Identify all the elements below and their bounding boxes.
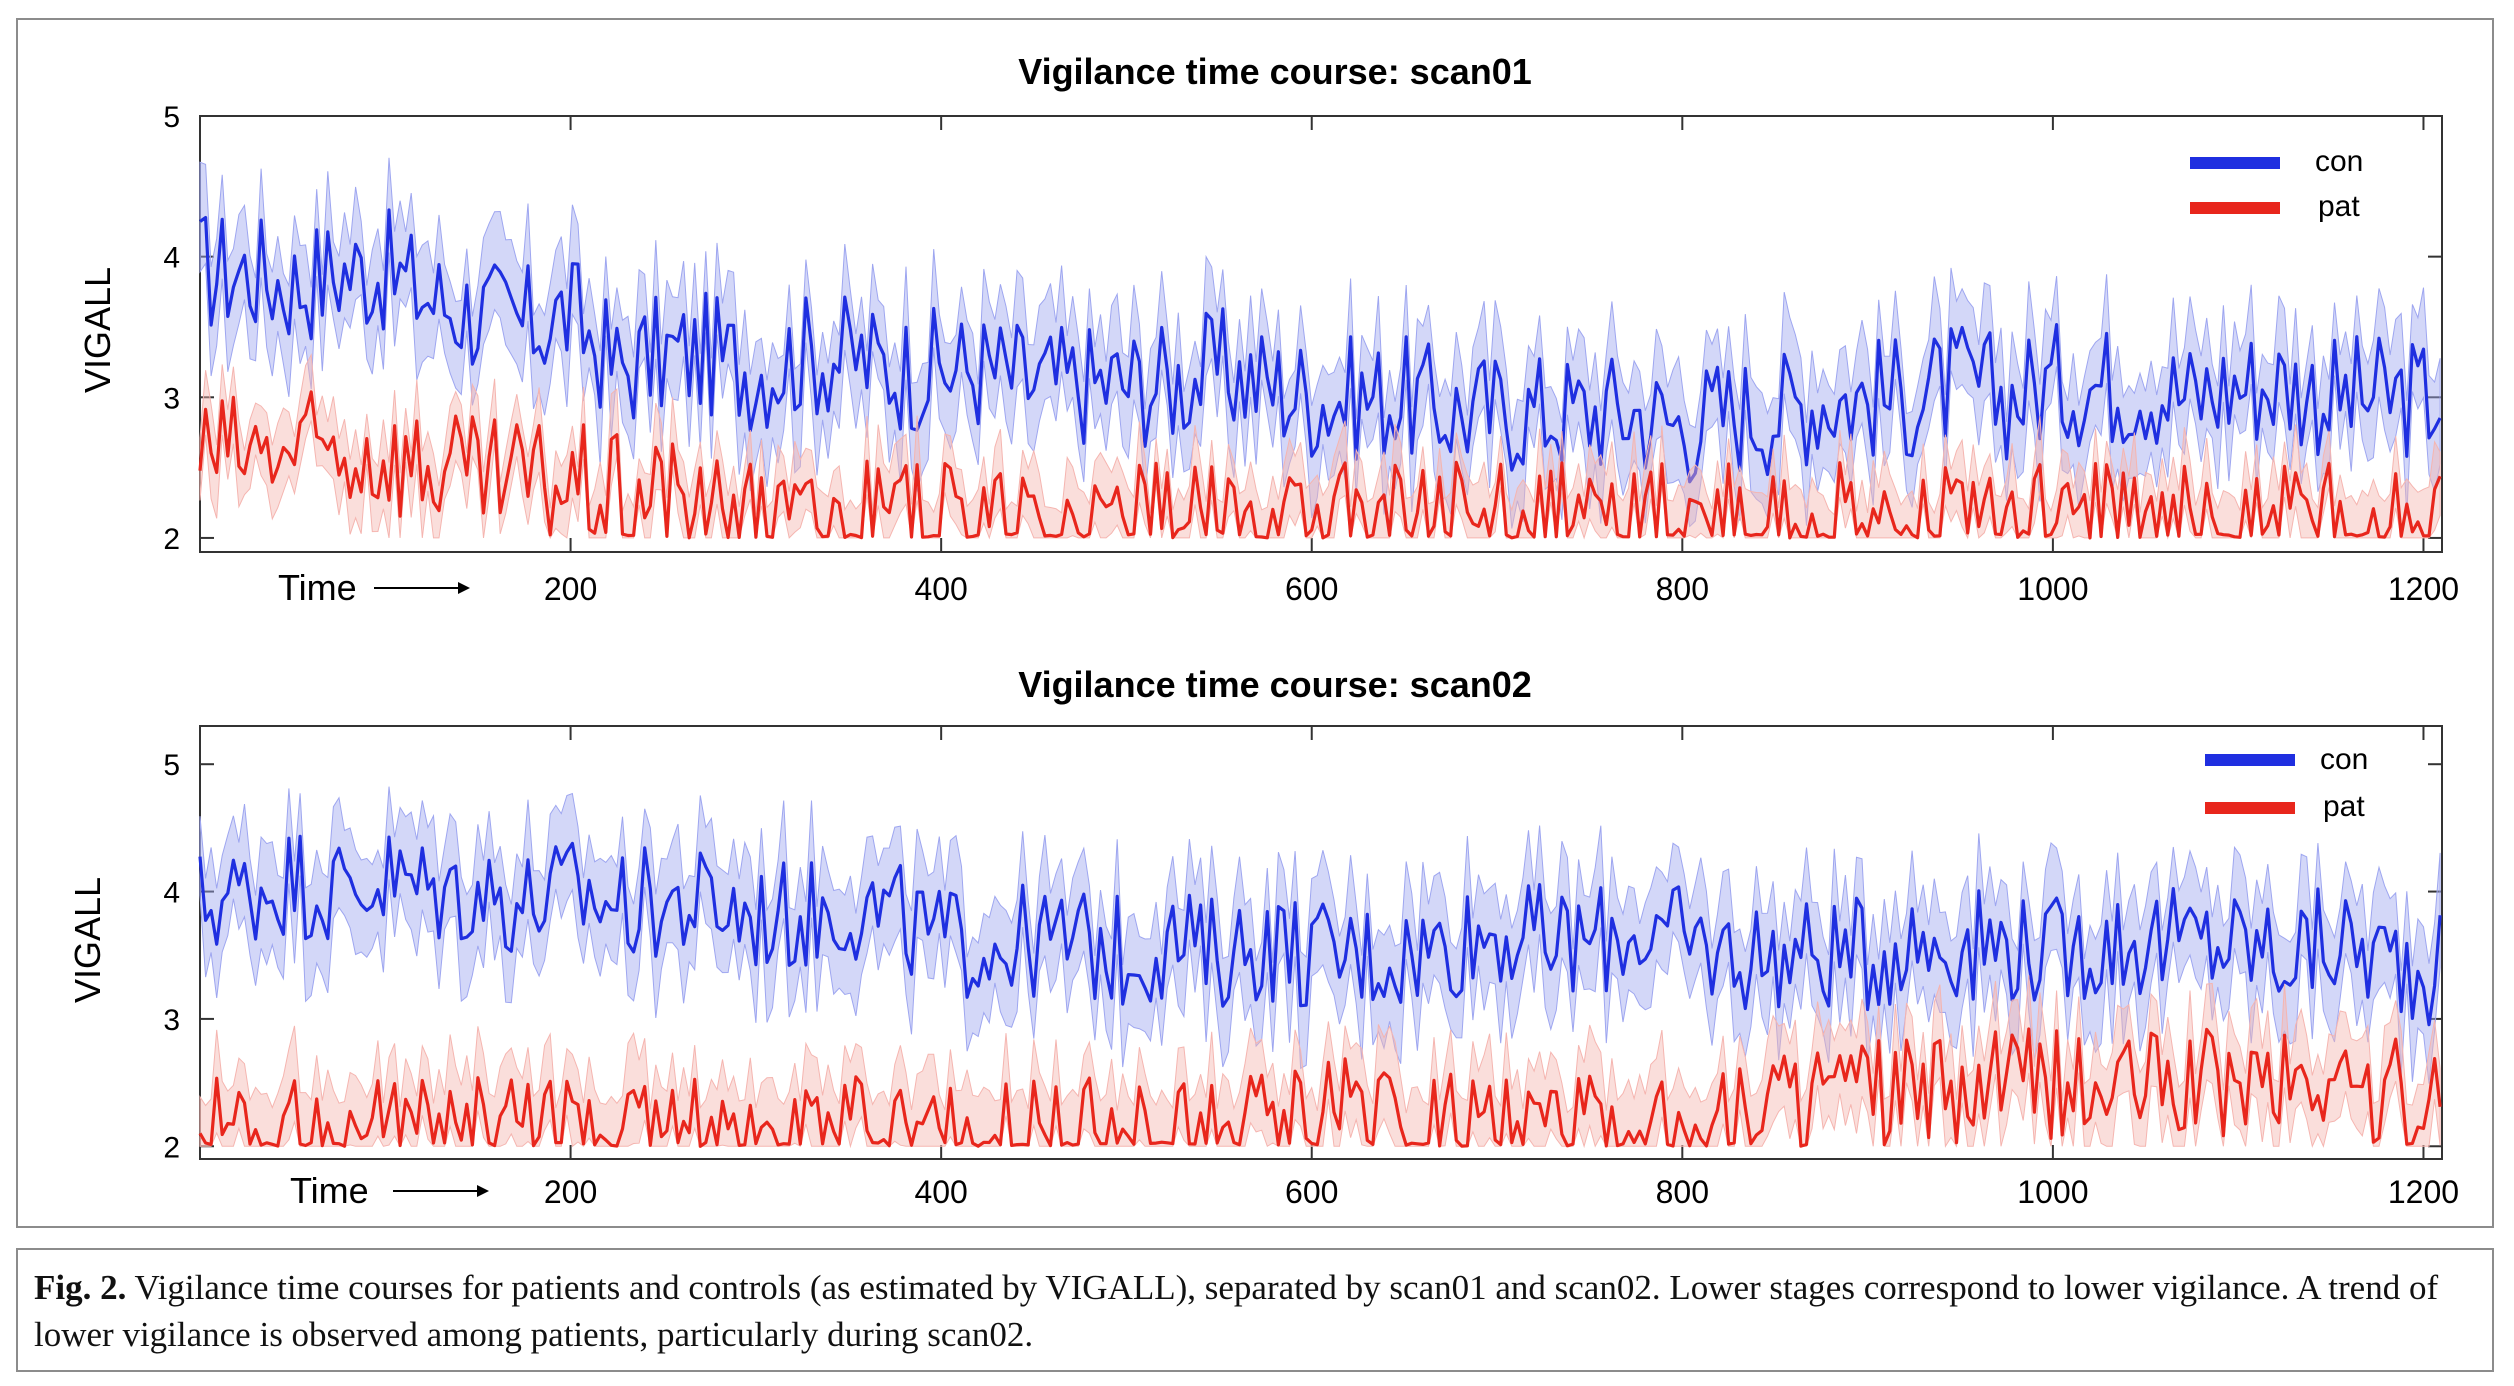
x-tick-label: 200: [544, 1174, 597, 1210]
y-tick-label: 4: [163, 877, 180, 910]
series-line-con: [199, 208, 2442, 484]
chart-panel-scan01: Vigilance time course: scan01 VIGALL Tim…: [77, 51, 2459, 608]
band-pat: [199, 975, 2441, 1149]
x-tick-label: 600: [1285, 571, 1338, 607]
legend: con pat: [2190, 145, 2363, 223]
series-line-con: [198, 834, 2442, 1027]
x-axis-label: Time: [278, 567, 357, 608]
plot-area: [199, 725, 2443, 1160]
legend: con pat: [2205, 743, 2368, 823]
caption-label: Fig. 2.: [34, 1268, 127, 1307]
legend-label-pat: pat: [2323, 790, 2365, 823]
vigilance-charts: Vigilance time course: scan01 VIGALL Tim…: [67, 51, 2459, 1211]
x-tick-label: 800: [1656, 571, 1709, 607]
x-axis-label: Time: [290, 1170, 369, 1211]
legend-swatch-con: [2205, 754, 2295, 766]
figure-caption: Fig. 2. Vigilance time courses for patie…: [16, 1248, 2494, 1372]
chart-title: Vigilance time course: scan02: [1018, 664, 1532, 705]
y-tick-label: 2: [163, 523, 180, 556]
x-tick-label: 400: [914, 1174, 967, 1210]
figure-frame: [16, 18, 2494, 1228]
x-tick-label: 1000: [2017, 1174, 2088, 1210]
legend-label-con: con: [2315, 145, 2363, 178]
band-con: [199, 786, 2441, 1084]
series-line-pat: [198, 390, 2442, 540]
legend-swatch-con: [2190, 157, 2280, 169]
x-tick-label: 200: [544, 571, 597, 607]
x-tick-label: 1000: [2017, 571, 2088, 607]
x-tick-label: 1200: [2388, 571, 2459, 607]
y-tick-label: 4: [163, 242, 180, 275]
time-arrow: [393, 1185, 489, 1197]
legend-swatch-pat: [2190, 202, 2280, 214]
legend-label-con: con: [2320, 743, 2368, 776]
y-axis-label: VIGALL: [67, 877, 108, 1003]
legend-label-pat: pat: [2318, 190, 2360, 223]
chart-panel-scan02: Vigilance time course: scan02 VIGALL Tim…: [67, 664, 2459, 1211]
x-tick-label: 600: [1285, 1174, 1338, 1210]
y-tick-label: 2: [163, 1131, 180, 1164]
x-tick-label: 800: [1656, 1174, 1709, 1210]
y-axis-label: VIGALL: [77, 267, 118, 393]
y-tick-label: 5: [163, 749, 180, 782]
y-tick-label: 5: [163, 101, 180, 134]
x-tick-label: 400: [914, 571, 967, 607]
y-tick-label: 3: [163, 382, 180, 415]
caption-text: Vigilance time courses for patients and …: [34, 1268, 2439, 1354]
plot-area: [199, 115, 2443, 553]
chart-title: Vigilance time course: scan01: [1018, 51, 1532, 92]
x-tick-label: 1200: [2388, 1174, 2459, 1210]
time-arrow: [374, 582, 470, 594]
legend-swatch-pat: [2205, 802, 2295, 814]
y-tick-label: 3: [163, 1004, 180, 1037]
series-line-pat: [198, 1027, 2442, 1148]
